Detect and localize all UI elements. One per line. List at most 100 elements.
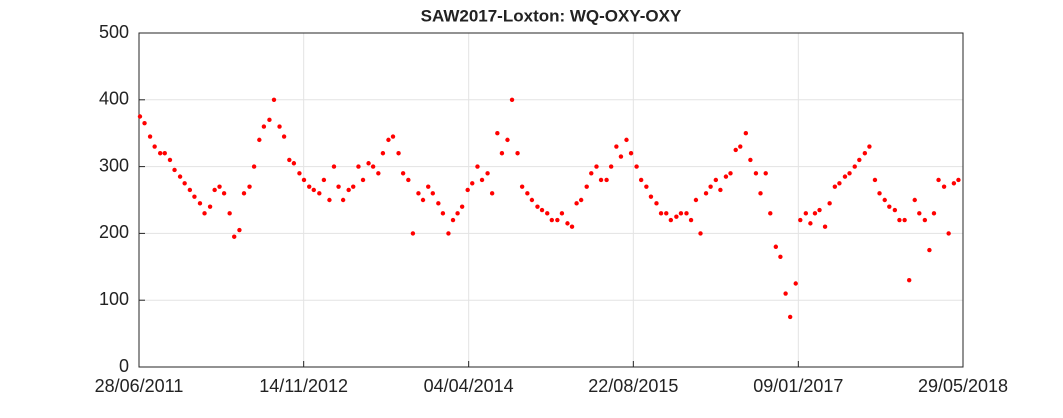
point — [370, 164, 376, 169]
point — [549, 217, 555, 223]
point — [872, 177, 878, 183]
point — [267, 117, 272, 123]
point — [247, 184, 252, 189]
point — [812, 211, 818, 216]
point — [426, 184, 431, 189]
point — [936, 177, 941, 183]
point — [862, 151, 868, 156]
point — [698, 231, 703, 236]
point — [778, 254, 783, 259]
point — [931, 211, 937, 216]
point — [297, 171, 302, 176]
point — [406, 177, 411, 183]
point — [658, 211, 664, 216]
y-tick-label: 200 — [99, 222, 129, 242]
point — [763, 171, 768, 176]
point — [241, 191, 247, 196]
point — [202, 211, 207, 216]
point — [882, 197, 887, 203]
point — [212, 187, 217, 193]
x-tick-label: 04/04/2014 — [424, 376, 514, 396]
point — [525, 191, 530, 196]
y-tick-label: 300 — [99, 155, 129, 175]
point — [152, 144, 157, 149]
chart-title: SAW2017-Loxton: WQ-OXY-OXY — [421, 6, 682, 25]
point — [287, 157, 292, 163]
point — [628, 151, 634, 156]
point — [817, 207, 822, 213]
point — [897, 217, 902, 223]
point — [380, 151, 386, 156]
point — [509, 97, 515, 103]
point — [827, 201, 832, 206]
point — [951, 181, 957, 186]
point — [693, 197, 699, 203]
point — [589, 171, 594, 176]
y-tick-label: 0 — [119, 356, 129, 376]
point — [360, 177, 366, 183]
point — [703, 191, 709, 196]
point — [624, 137, 629, 143]
y-tick-label: 400 — [99, 89, 129, 109]
point — [946, 231, 951, 236]
point — [436, 201, 441, 206]
point — [207, 204, 213, 209]
point — [738, 144, 743, 149]
x-tick-label: 28/06/2011 — [95, 376, 184, 396]
point — [917, 211, 922, 216]
point — [340, 197, 346, 203]
x-tick-label: 22/08/2015 — [588, 376, 678, 396]
plot-frame — [138, 32, 964, 368]
point — [489, 191, 495, 196]
point — [277, 124, 282, 129]
point — [336, 184, 341, 189]
point — [678, 211, 684, 216]
point — [281, 134, 287, 139]
point — [832, 184, 838, 189]
point — [346, 187, 351, 193]
point — [396, 151, 401, 156]
point — [644, 184, 649, 189]
point — [142, 120, 147, 126]
point — [301, 177, 307, 183]
point — [197, 201, 203, 206]
point — [892, 207, 898, 213]
point — [227, 211, 232, 216]
point — [842, 174, 848, 179]
point — [867, 144, 872, 149]
point — [459, 204, 465, 209]
point — [257, 137, 262, 143]
point — [743, 131, 749, 136]
x-tick-label: 14/11/2012 — [259, 376, 348, 396]
point — [356, 164, 361, 169]
point — [499, 151, 505, 156]
point — [495, 131, 500, 136]
point — [351, 184, 356, 189]
point — [638, 177, 644, 183]
point — [723, 174, 729, 179]
point — [614, 144, 619, 149]
point — [162, 151, 167, 156]
point — [574, 201, 579, 206]
point — [608, 164, 614, 169]
point — [565, 221, 570, 226]
point — [688, 217, 694, 223]
point — [877, 191, 882, 196]
point — [941, 184, 947, 189]
point — [887, 204, 892, 209]
point — [311, 187, 316, 193]
point — [822, 224, 828, 229]
point — [321, 177, 327, 183]
point — [912, 197, 917, 203]
point — [251, 164, 257, 169]
point — [768, 211, 773, 216]
point — [922, 217, 928, 223]
point — [307, 184, 312, 189]
point — [440, 211, 446, 216]
point — [783, 291, 788, 296]
point — [539, 207, 545, 213]
point — [604, 177, 609, 183]
point — [237, 227, 242, 233]
point — [598, 177, 604, 183]
